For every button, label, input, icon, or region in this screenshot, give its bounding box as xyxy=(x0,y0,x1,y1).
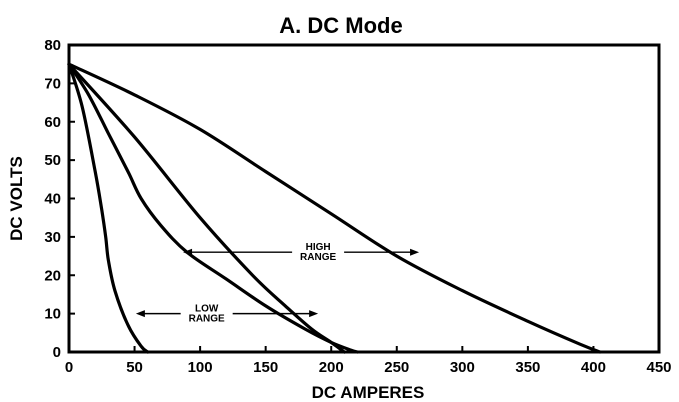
x-tick-label: 250 xyxy=(384,359,409,376)
x-tick-label: 100 xyxy=(188,359,213,376)
annotation-text-line: RANGE xyxy=(300,252,336,263)
x-tick-label: 300 xyxy=(450,359,475,376)
x-tick-label: 0 xyxy=(65,359,73,376)
x-tick-label: 350 xyxy=(515,359,540,376)
tick-group: 0 50 100 150 200 250 300 350 400 450 0 10 20 30 40 50 60… xyxy=(44,37,671,376)
x-tick-label: 150 xyxy=(253,359,278,376)
curve-group xyxy=(67,62,602,354)
y-tick-label: 30 xyxy=(44,229,61,246)
annotation-arrowhead-right xyxy=(309,310,319,318)
y-tick-label: 50 xyxy=(44,152,61,169)
annotation-arrowhead-left xyxy=(135,310,145,318)
annotation-text-line: HIGH xyxy=(306,242,331,253)
annotation-text-line: RANGE xyxy=(189,314,225,325)
x-tick-label: 50 xyxy=(126,359,143,376)
series-line-4 xyxy=(67,62,602,354)
plot-frame xyxy=(67,43,661,354)
y-tick-label: 40 xyxy=(44,191,61,208)
chart-title: A. DC Mode xyxy=(279,13,402,38)
annotation-arrowhead-left xyxy=(183,248,193,256)
y-tick-label: 0 xyxy=(53,344,61,361)
x-axis-label: DC AMPERES xyxy=(312,383,425,402)
annotation-arrowhead-right xyxy=(410,248,420,256)
y-tick-label: 20 xyxy=(44,267,61,284)
y-tick-label: 70 xyxy=(44,75,61,92)
x-tick-label: 450 xyxy=(646,359,671,376)
y-axis-label: DC VOLTS xyxy=(7,156,26,241)
annotation-text-line: LOW xyxy=(195,304,219,315)
y-tick-label: 80 xyxy=(44,37,61,54)
series-line-3 xyxy=(67,62,346,354)
x-tick-label: 400 xyxy=(581,359,606,376)
y-tick-label: 60 xyxy=(44,114,61,131)
y-tick-label: 10 xyxy=(44,306,61,323)
x-tick-label: 200 xyxy=(319,359,344,376)
y-axis-label-group: DC VOLTS xyxy=(7,156,26,241)
series-line-1 xyxy=(67,62,150,354)
